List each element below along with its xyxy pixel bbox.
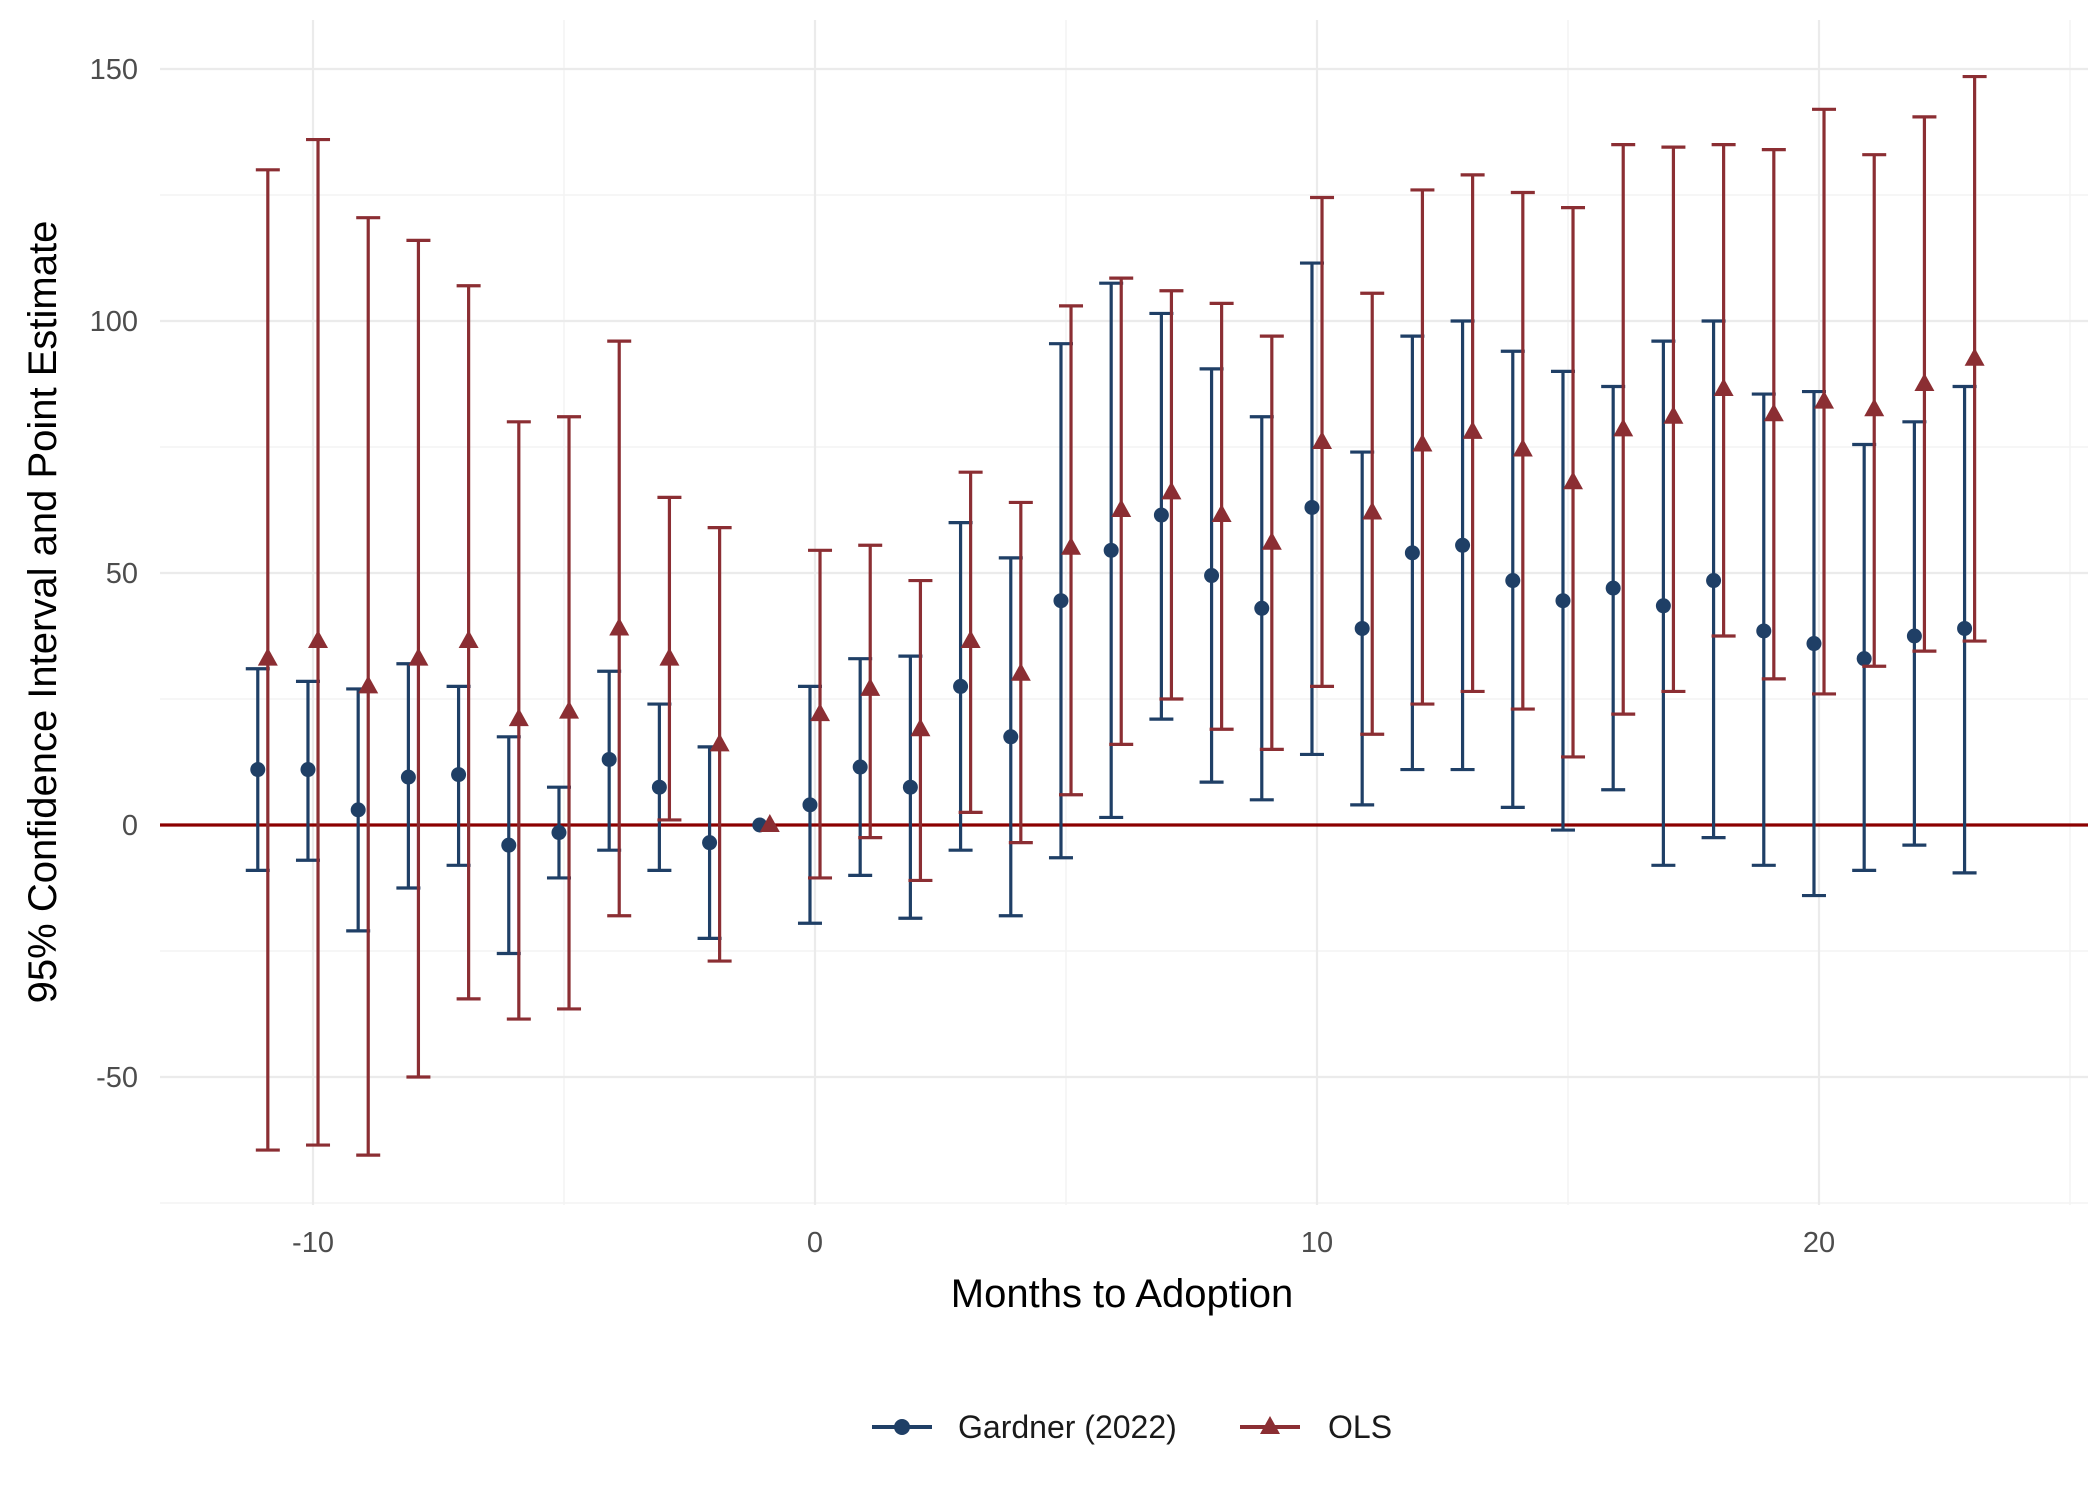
point-estimate — [400, 769, 416, 785]
point-estimate — [953, 678, 969, 694]
point-estimate — [508, 708, 529, 727]
point-estimate — [709, 733, 730, 752]
y-tick-label: 0 — [122, 810, 138, 842]
legend-ols-label: OLS — [1328, 1409, 1392, 1445]
data-marks — [245, 74, 1987, 1157]
y-axis-ticks: -50 0 50 100 150 — [90, 54, 138, 1094]
point-estimate — [1111, 499, 1132, 517]
point-estimate — [501, 837, 517, 853]
legend-item-gardner: Gardner (2022) — [872, 1409, 1177, 1445]
point-estimate — [1003, 729, 1019, 745]
y-tick-label: 50 — [106, 558, 138, 590]
point-estimate — [1505, 573, 1521, 589]
x-tick-label: 0 — [807, 1227, 823, 1259]
point-estimate — [1412, 433, 1433, 452]
point-estimate — [551, 825, 567, 841]
y-axis-title: 95% Confidence Interval and Point Estima… — [21, 221, 65, 1004]
point-estimate — [1856, 651, 1872, 667]
point-estimate — [1211, 504, 1232, 523]
series-gardner — [245, 261, 1977, 956]
grid-lines — [160, 20, 2088, 1205]
point-estimate — [1261, 531, 1282, 550]
point-estimate — [910, 718, 931, 737]
series-ols — [255, 74, 1987, 1157]
point-estimate — [559, 700, 580, 719]
point-estimate — [1555, 593, 1571, 609]
point-estimate — [1713, 378, 1734, 397]
x-tick-label: -10 — [292, 1227, 334, 1259]
x-tick-label: 20 — [1803, 1227, 1835, 1259]
y-tick-label: -50 — [96, 1062, 138, 1094]
x-tick-label: 10 — [1301, 1227, 1333, 1259]
point-estimate — [1964, 347, 1985, 366]
point-estimate — [300, 762, 316, 778]
y-tick-label: 100 — [90, 306, 138, 338]
point-estimate — [1512, 438, 1533, 457]
point-estimate — [1254, 600, 1270, 616]
point-estimate — [1462, 420, 1483, 439]
point-estimate — [759, 814, 780, 832]
point-estimate — [1906, 628, 1922, 644]
legend-ols-marker — [1260, 1416, 1280, 1434]
point-estimate — [1663, 405, 1684, 424]
point-estimate — [1312, 430, 1333, 449]
point-estimate — [1404, 545, 1420, 561]
legend-gardner-marker — [894, 1419, 910, 1435]
point-estimate — [1763, 403, 1784, 422]
point-estimate — [358, 675, 379, 694]
point-estimate — [1655, 598, 1671, 614]
point-estimate — [308, 630, 329, 649]
point-estimate — [1053, 593, 1069, 609]
point-estimate — [902, 779, 918, 795]
x-axis-ticks: -10 0 10 20 — [292, 1227, 1835, 1259]
point-estimate — [458, 630, 479, 649]
point-estimate — [1756, 623, 1772, 639]
point-estimate — [1161, 481, 1182, 500]
point-estimate — [659, 647, 680, 666]
point-estimate — [1455, 537, 1471, 553]
point-estimate — [702, 835, 718, 851]
point-estimate — [1010, 662, 1031, 681]
point-estimate — [601, 751, 617, 767]
point-estimate — [1153, 507, 1169, 523]
point-estimate — [1613, 418, 1634, 437]
point-estimate — [651, 779, 667, 795]
point-estimate — [1957, 620, 1973, 636]
point-estimate — [1354, 620, 1370, 636]
point-estimate — [1204, 568, 1220, 584]
legend: Gardner (2022) OLS — [872, 1409, 1392, 1445]
point-estimate — [609, 617, 630, 636]
point-estimate — [250, 762, 266, 778]
point-estimate — [1563, 471, 1584, 490]
point-estimate — [960, 630, 981, 649]
point-estimate — [860, 677, 881, 696]
point-estimate — [257, 647, 278, 666]
y-tick-label: 150 — [90, 54, 138, 86]
point-estimate — [810, 703, 831, 722]
point-estimate — [1061, 536, 1082, 555]
point-estimate — [1806, 636, 1822, 652]
point-estimate — [350, 802, 366, 818]
point-estimate — [1362, 501, 1383, 520]
legend-item-ols: OLS — [1240, 1409, 1392, 1445]
point-estimate — [1914, 373, 1935, 391]
legend-gardner-label: Gardner (2022) — [958, 1409, 1177, 1445]
x-axis-title: Months to Adoption — [951, 1272, 1293, 1316]
point-estimate — [802, 797, 818, 813]
point-estimate — [1814, 390, 1835, 409]
point-estimate — [451, 767, 467, 783]
point-estimate — [1605, 580, 1621, 596]
point-estimate — [408, 647, 429, 666]
point-estimate — [852, 759, 868, 775]
point-estimate — [1304, 499, 1320, 515]
point-estimate — [1864, 398, 1885, 417]
point-estimate — [1103, 542, 1119, 558]
point-estimate — [1706, 573, 1722, 589]
